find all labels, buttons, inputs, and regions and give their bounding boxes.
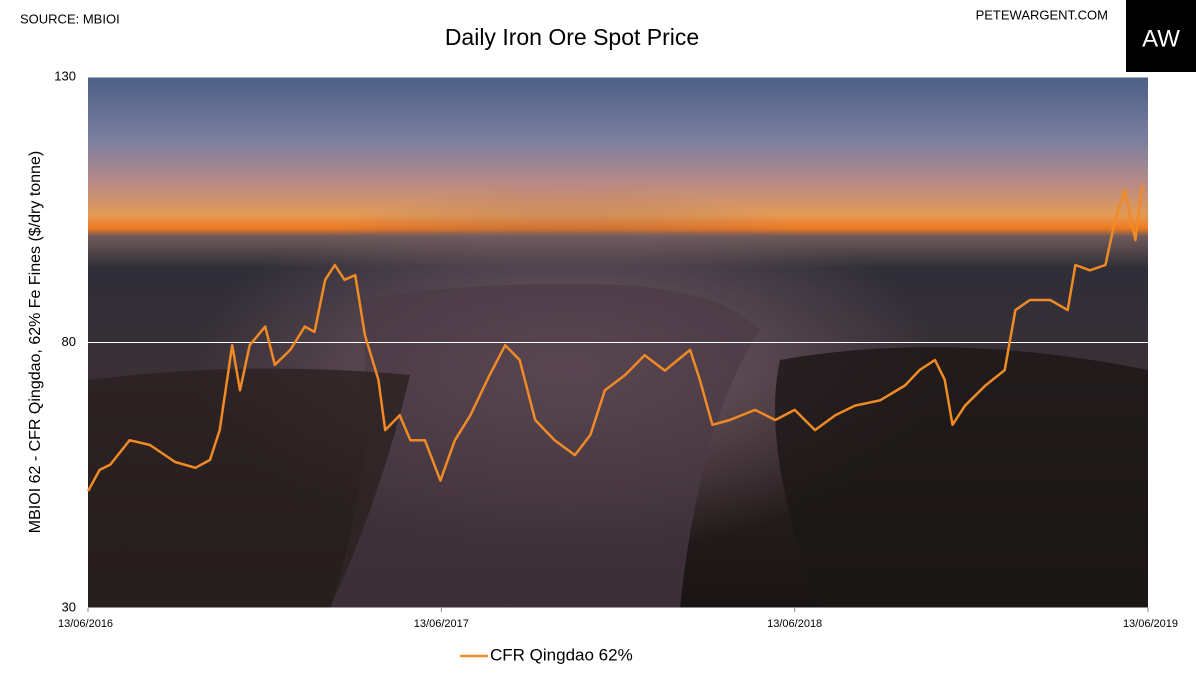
logo: AW bbox=[1142, 25, 1180, 52]
chart-title: Daily Iron Ore Spot Price bbox=[445, 24, 699, 50]
source: SOURCE: MBIOI bbox=[20, 11, 120, 26]
y-tick-label: 80 bbox=[62, 334, 76, 349]
x-tick-label: 13/06/2016 bbox=[58, 618, 113, 630]
y-axis-label: MBIOI 62 - CFR Qingdao, 62% Fe Fines ($/… bbox=[27, 151, 44, 533]
data-line bbox=[86, 184, 1144, 492]
y-tick-label: 30 bbox=[62, 599, 76, 614]
x-tick-label: 13/06/2019 bbox=[1123, 618, 1178, 630]
x-tick-label: 13/06/2017 bbox=[414, 618, 469, 630]
x-tick-label: 13/06/2018 bbox=[767, 618, 822, 630]
website: PETEWARGENT.COM bbox=[976, 7, 1108, 22]
legend-label: CFR Qingdao 62% bbox=[490, 645, 633, 664]
y-tick-label: 130 bbox=[54, 68, 76, 83]
logo-box bbox=[1126, 0, 1196, 72]
